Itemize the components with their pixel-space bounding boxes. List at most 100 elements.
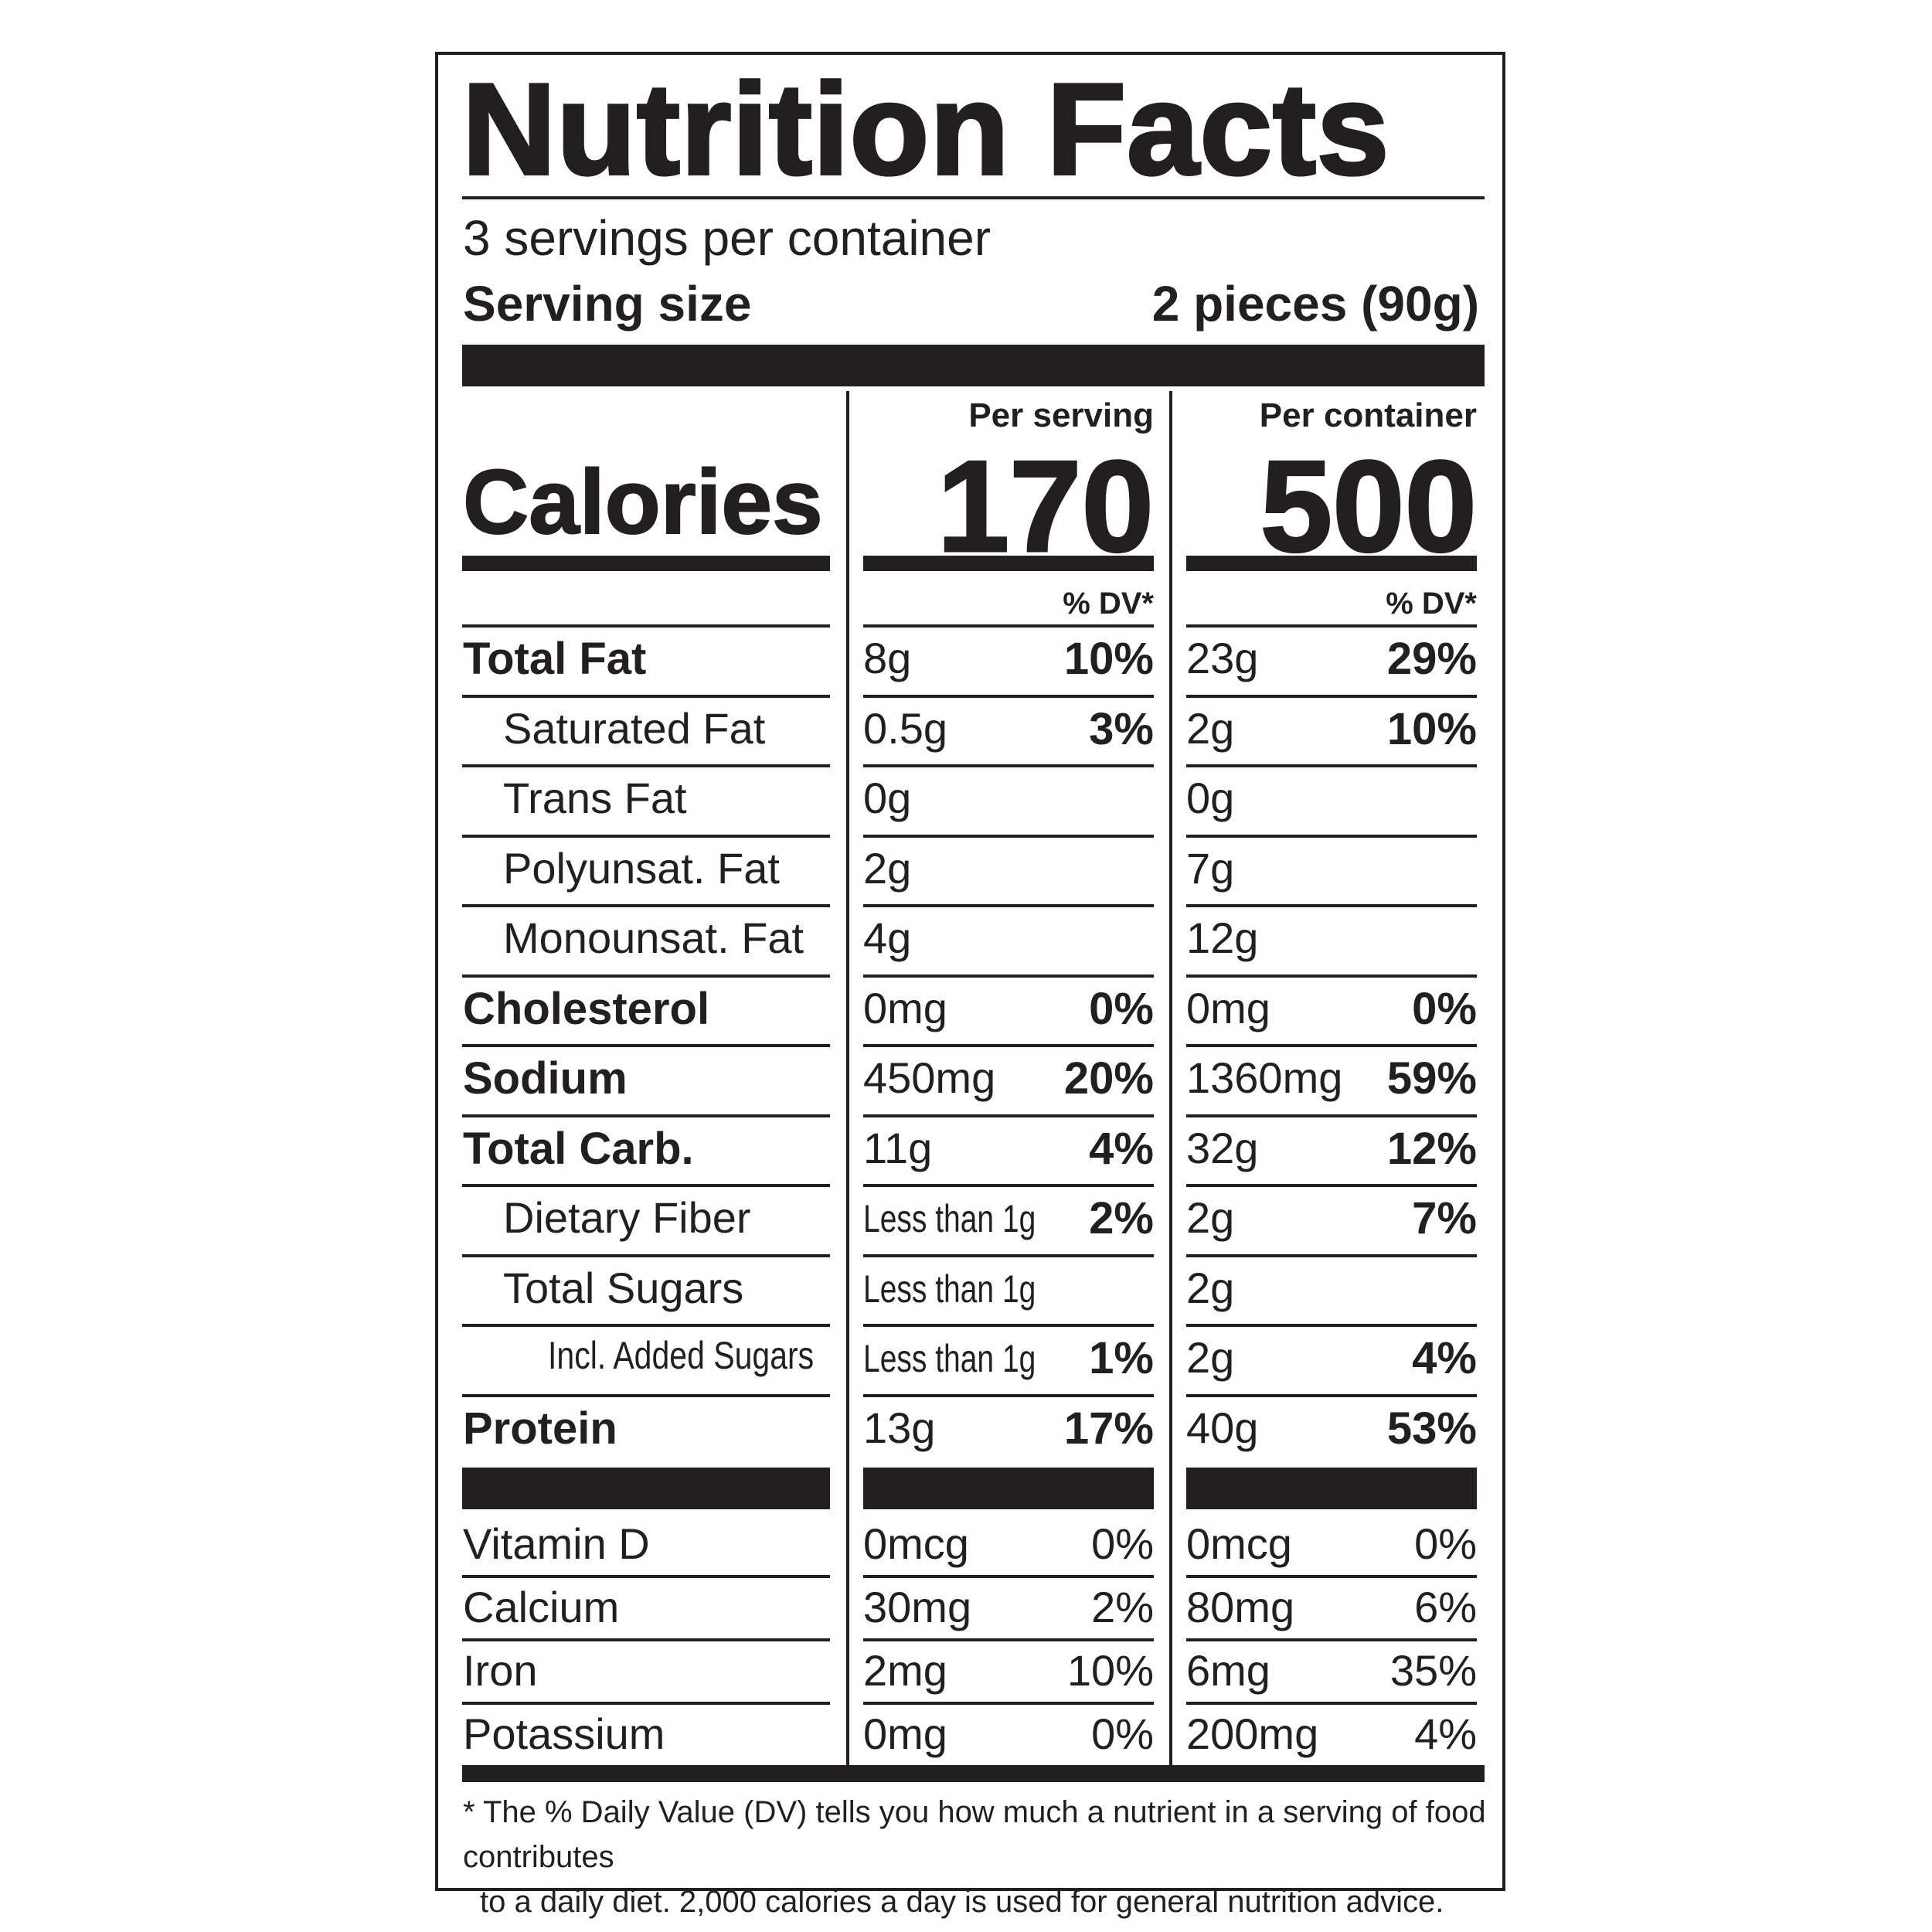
container-amount: 2g <box>1186 1263 1235 1312</box>
container-amount: 23g <box>1186 634 1259 682</box>
serving-amount: 0mcg <box>863 1519 969 1568</box>
container-dv: 4% <box>1414 1709 1477 1758</box>
container-dv: 10% <box>1386 703 1477 754</box>
nutrient-name: Dietary Fiber <box>503 1193 751 1242</box>
column-divider-1 <box>846 391 849 1765</box>
row-rule <box>1186 694 1477 698</box>
thick-rule-bottom <box>462 1765 1485 1782</box>
serving-dv: 1% <box>1089 1333 1154 1383</box>
serving-amount: Less than 1g <box>863 1197 1036 1240</box>
serving-dv: 2% <box>1089 1193 1154 1243</box>
row-rule <box>1186 1253 1477 1257</box>
serving-amount: 13g <box>863 1403 936 1452</box>
nutrient-name: Saturated Fat <box>503 703 766 753</box>
vitamin-band-3 <box>1186 1468 1477 1509</box>
calories-rule-1 <box>462 556 830 571</box>
row-rule <box>462 1638 830 1641</box>
row-rule <box>863 1184 1154 1187</box>
container-dv: 35% <box>1389 1646 1477 1695</box>
vitamin-name: Calcium <box>463 1583 620 1631</box>
container-dv: 0% <box>1412 983 1477 1034</box>
row-rule <box>462 1702 830 1705</box>
per-container-header: Per container <box>1259 396 1477 434</box>
nutrient-name: Monounsat. Fat <box>503 913 804 962</box>
row-rule <box>1186 834 1477 838</box>
row-rule <box>1186 1184 1477 1187</box>
nutrient-name: Protein <box>463 1403 617 1454</box>
vitamin-band-2 <box>863 1468 1154 1509</box>
per-serving-header: Per serving <box>968 396 1154 434</box>
serving-dv: 10% <box>1063 634 1154 684</box>
serving-size-value: 2 pieces (90g) <box>1151 276 1479 332</box>
serving-amount: 450mg <box>863 1053 996 1102</box>
row-rule <box>462 904 830 907</box>
container-dv: 7% <box>1412 1193 1477 1243</box>
row-rule <box>863 1324 1154 1327</box>
row-rule <box>863 624 1154 628</box>
row-rule <box>863 904 1154 907</box>
serving-amount: 30mg <box>863 1583 972 1631</box>
container-amount: 2g <box>1186 1193 1235 1242</box>
nutrient-name: Trans Fat <box>503 774 687 822</box>
title-rule <box>462 196 1485 199</box>
row-rule <box>863 1702 1154 1705</box>
container-amount: 200mg <box>1186 1709 1319 1758</box>
row-rule <box>863 1575 1154 1578</box>
row-rule <box>1186 1638 1477 1641</box>
serving-dv: 0% <box>1089 983 1154 1034</box>
panel-title: Nutrition Facts <box>461 56 1390 202</box>
servings-per-container: 3 servings per container <box>463 210 992 266</box>
row-rule <box>1186 1114 1477 1117</box>
nutrient-name: Total Carb. <box>463 1123 694 1174</box>
row-rule <box>462 694 830 698</box>
container-amount: 12g <box>1186 913 1259 962</box>
serving-amount: 0mg <box>863 983 947 1032</box>
vitamin-name: Iron <box>463 1646 538 1695</box>
row-rule <box>462 624 830 628</box>
row-rule <box>462 1324 830 1327</box>
row-rule <box>1186 624 1477 628</box>
row-rule <box>462 1393 830 1397</box>
nutrient-name: Polyunsat. Fat <box>503 843 780 893</box>
row-rule <box>863 764 1154 767</box>
row-rule <box>1186 974 1477 978</box>
row-rule <box>1186 904 1477 907</box>
serving-amount: 0.5g <box>863 703 947 753</box>
dv-header-container: % DV* <box>1386 587 1477 621</box>
serving-amount: 11g <box>863 1123 933 1172</box>
serving-dv: 0% <box>1091 1709 1154 1758</box>
row-rule <box>1186 1702 1477 1705</box>
container-amount: 80mg <box>1186 1583 1295 1631</box>
calories-rule-3 <box>1186 556 1477 571</box>
vitamin-name: Vitamin D <box>463 1519 650 1568</box>
nutrient-name: Cholesterol <box>463 983 710 1034</box>
container-amount: 40g <box>1186 1403 1259 1452</box>
serving-amount: 2g <box>863 843 912 893</box>
column-divider-2 <box>1169 391 1172 1765</box>
nutrient-name: Incl. Added Sugars <box>548 1334 815 1377</box>
nutrient-name: Total Fat <box>463 634 647 684</box>
container-amount: 0mg <box>1186 983 1270 1032</box>
row-rule <box>462 974 830 978</box>
container-amount: 7g <box>1186 843 1235 893</box>
row-rule <box>863 1638 1154 1641</box>
container-dv: 0% <box>1414 1519 1477 1568</box>
row-rule <box>462 1575 830 1578</box>
row-rule <box>462 1184 830 1187</box>
container-dv: 53% <box>1386 1403 1477 1454</box>
container-dv: 6% <box>1414 1583 1477 1631</box>
serving-amount: 4g <box>863 913 912 962</box>
container-amount: 2g <box>1186 703 1235 753</box>
row-rule <box>863 974 1154 978</box>
row-rule <box>1186 1324 1477 1327</box>
container-amount: 32g <box>1186 1123 1259 1172</box>
row-rule <box>462 1114 830 1117</box>
serving-size-label: Serving size <box>463 276 752 332</box>
nutrient-name: Sodium <box>463 1053 628 1104</box>
row-rule <box>1186 1044 1477 1047</box>
calories-label: Calories <box>462 451 824 553</box>
container-amount: 2g <box>1186 1333 1235 1382</box>
serving-dv: 2% <box>1091 1583 1154 1631</box>
row-rule <box>863 1044 1154 1047</box>
row-rule <box>1186 1575 1477 1578</box>
